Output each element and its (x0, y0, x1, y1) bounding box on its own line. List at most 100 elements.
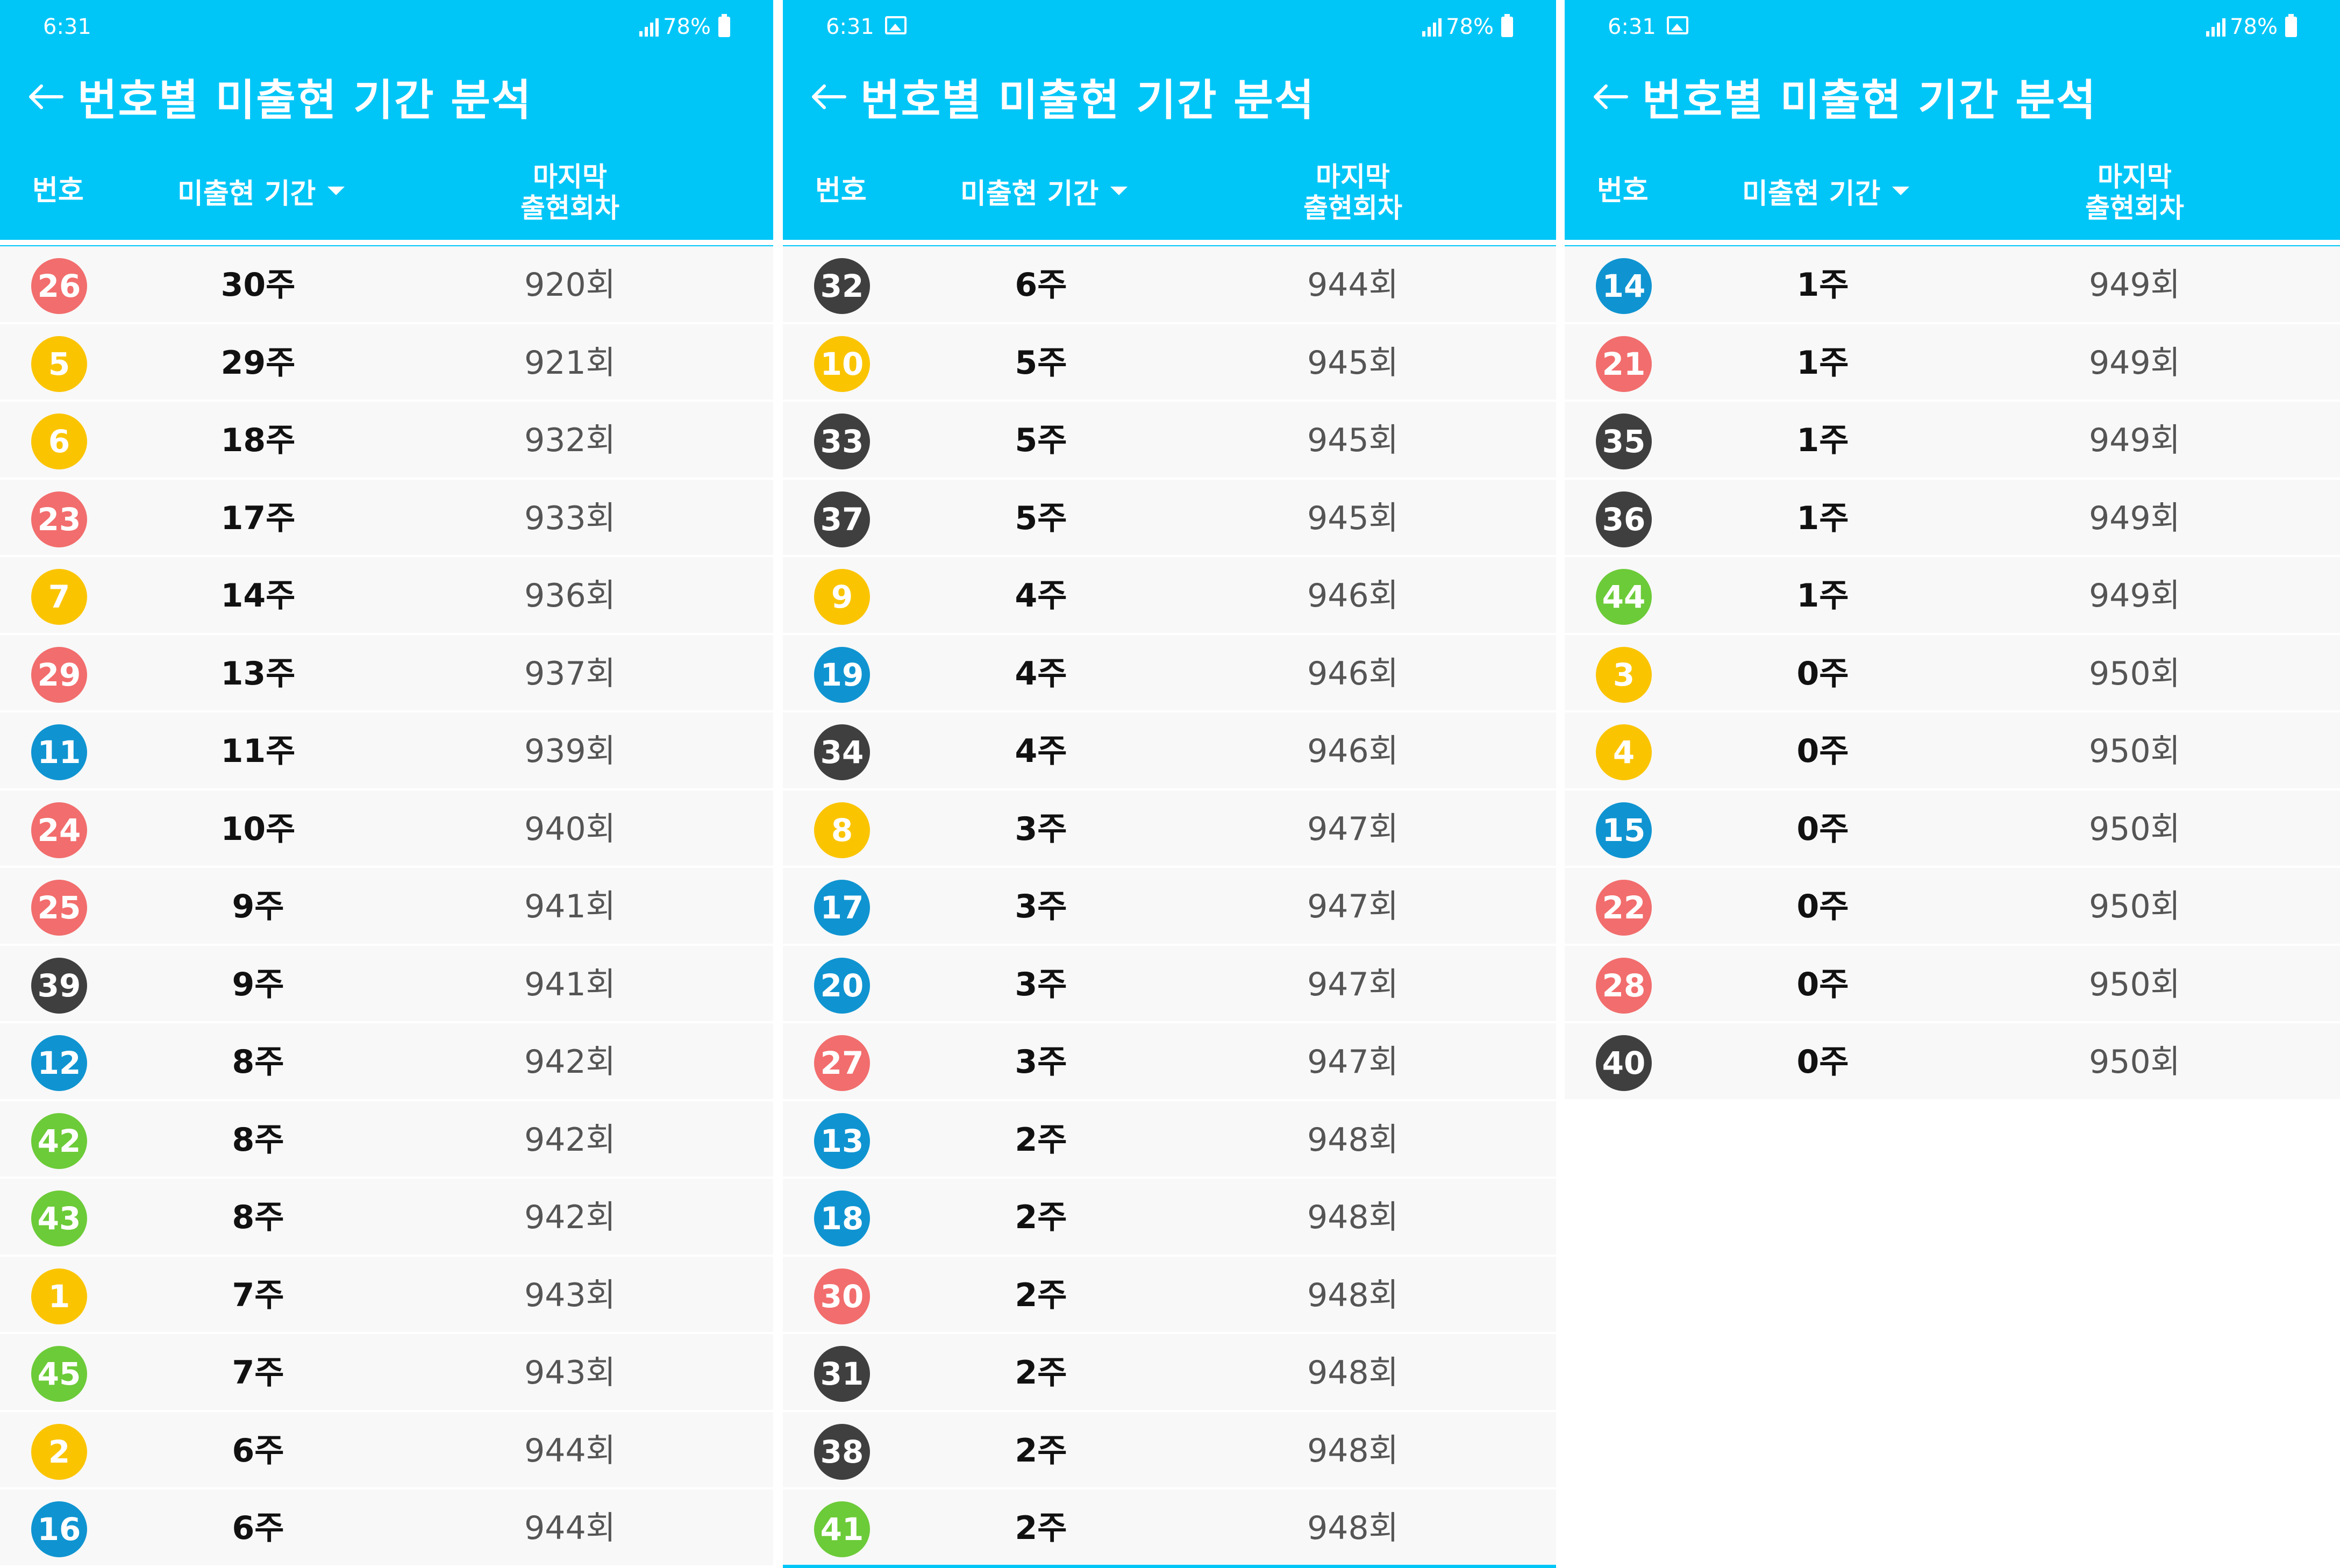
list-item[interactable]: 4 0주 950회 (1565, 712, 2340, 790)
title-bar: 번호별 미출현 기간 분석 (0, 59, 773, 134)
header-divider (1565, 240, 2340, 245)
lotto-ball: 11 (31, 724, 87, 780)
last-round: 948회 (1307, 1509, 1399, 1547)
absence-weeks: 2주 (1015, 1354, 1067, 1392)
last-round: 950회 (2089, 810, 2180, 848)
column-header-last-round[interactable]: 마지막 출현회차 (1278, 161, 1428, 224)
list-item[interactable]: 19 4주 946회 (783, 635, 1556, 712)
list-item[interactable]: 9 4주 946회 (783, 557, 1556, 635)
column-header-period[interactable]: 미출현 기간 (960, 145, 1128, 237)
absence-weeks: 7주 (232, 1354, 284, 1392)
lotto-ball: 2 (31, 1423, 87, 1480)
list-item[interactable]: 42 8주 942회 (0, 1101, 773, 1179)
list-item[interactable]: 40 0주 950회 (1565, 1023, 2340, 1101)
lotto-ball: 33 (814, 414, 870, 469)
back-arrow-icon[interactable] (13, 59, 77, 134)
battery-icon (2285, 14, 2297, 37)
list-item[interactable]: 33 5주 945회 (783, 402, 1556, 480)
last-round: 946회 (1307, 577, 1399, 615)
column-header-period[interactable]: 미출현 기간 (177, 145, 345, 237)
last-round: 948회 (1307, 1354, 1399, 1392)
absence-weeks: 14주 (220, 577, 296, 615)
list-item[interactable]: 7 14주 936회 (0, 557, 773, 635)
list-item[interactable]: 5 29주 921회 (0, 324, 773, 402)
list-item[interactable]: 35 1주 949회 (1565, 402, 2340, 480)
last-round: 945회 (1307, 499, 1399, 537)
list-item[interactable]: 18 2주 948회 (783, 1179, 1556, 1257)
column-header-last-round[interactable]: 마지막 출현회차 (2059, 161, 2210, 224)
title-bar: 번호별 미출현 기간 분석 (1565, 59, 2340, 134)
list-item[interactable]: 15 0주 950회 (1565, 790, 2340, 868)
list-item[interactable]: 13 2주 948회 (783, 1101, 1556, 1179)
list-item[interactable]: 11 11주 939회 (0, 712, 773, 790)
list-item[interactable]: 30 2주 948회 (783, 1256, 1556, 1334)
list-item[interactable]: 39 9주 941회 (0, 945, 773, 1023)
list-item[interactable]: 25 9주 941회 (0, 868, 773, 946)
list-item[interactable]: 20 3주 947회 (783, 945, 1556, 1023)
column-header-number[interactable]: 번호 (1597, 175, 1649, 207)
list-item[interactable]: 43 8주 942회 (0, 1179, 773, 1257)
status-right-group: 78% (1422, 0, 1513, 54)
list-item[interactable]: 22 0주 950회 (1565, 868, 2340, 946)
list-item[interactable]: 26 30주 920회 (0, 246, 773, 324)
lotto-ball: 19 (814, 646, 870, 703)
absence-weeks: 3주 (1015, 965, 1067, 1003)
lotto-ball: 17 (814, 880, 870, 936)
lotto-ball: 10 (814, 336, 870, 392)
list-item[interactable]: 32 6주 944회 (783, 246, 1556, 324)
list-item[interactable]: 23 17주 933회 (0, 479, 773, 557)
list-item[interactable]: 14 1주 949회 (1565, 246, 2340, 324)
lotto-ball: 20 (814, 957, 870, 1014)
list-item[interactable]: 31 2주 948회 (783, 1334, 1556, 1412)
screen-panel-1: 6:31 78% 번호별 미출현 기간 분석 번호 미출현 기간 (0, 0, 773, 1568)
absence-weeks: 1주 (1796, 422, 1849, 459)
lotto-ball: 14 (1596, 258, 1652, 314)
status-time: 6:31 (1608, 15, 1656, 39)
back-arrow-icon[interactable] (796, 59, 860, 134)
last-round: 950회 (2089, 732, 2180, 770)
list-item[interactable]: 10 5주 945회 (783, 324, 1556, 402)
list-item[interactable]: 2 6주 944회 (0, 1412, 773, 1489)
column-header-number[interactable]: 번호 (815, 175, 867, 207)
app-bar: 6:31 78% 번호별 미출현 기간 분석 번호 미출현 기간 (1565, 0, 2340, 246)
back-arrow-icon[interactable] (1578, 59, 1642, 134)
last-round: 950회 (2089, 888, 2180, 925)
list-item[interactable]: 29 13주 937회 (0, 635, 773, 712)
absence-weeks: 29주 (220, 344, 296, 382)
last-round: 936회 (524, 577, 616, 615)
list-item[interactable]: 27 3주 947회 (783, 1023, 1556, 1101)
absence-weeks: 1주 (1796, 577, 1849, 615)
column-header-period[interactable]: 미출현 기간 (1742, 145, 1910, 237)
list-item[interactable]: 38 2주 948회 (783, 1412, 1556, 1489)
list-item[interactable]: 41 2주 948회 (783, 1489, 1556, 1567)
lotto-ball: 38 (814, 1423, 870, 1480)
absence-weeks: 0주 (1796, 965, 1849, 1003)
list-item[interactable]: 8 3주 947회 (783, 790, 1556, 868)
absence-weeks: 6주 (232, 1431, 284, 1470)
list-item[interactable]: 6 18주 932회 (0, 402, 773, 480)
list-item[interactable]: 36 1주 949회 (1565, 479, 2340, 557)
status-time: 6:31 (826, 15, 874, 39)
list-item[interactable]: 37 5주 945회 (783, 479, 1556, 557)
list-item[interactable]: 3 0주 950회 (1565, 635, 2340, 712)
list-item[interactable]: 21 1주 949회 (1565, 324, 2340, 402)
last-round: 940회 (524, 810, 616, 848)
list-item[interactable]: 24 10주 940회 (0, 790, 773, 868)
last-round: 943회 (524, 1276, 616, 1314)
absence-weeks: 0주 (1796, 1043, 1849, 1081)
lotto-ball: 8 (814, 802, 870, 858)
list-item[interactable]: 17 3주 947회 (783, 868, 1556, 946)
lotto-ball: 22 (1596, 880, 1652, 936)
list-item[interactable]: 28 0주 950회 (1565, 945, 2340, 1023)
column-header-last-round[interactable]: 마지막 출현회차 (495, 161, 645, 224)
lotto-ball: 15 (1596, 802, 1652, 858)
list-item[interactable]: 34 4주 946회 (783, 712, 1556, 790)
list-item[interactable]: 1 7주 943회 (0, 1256, 773, 1334)
list-item[interactable]: 45 7주 943회 (0, 1334, 773, 1412)
list-item[interactable]: 44 1주 949회 (1565, 557, 2340, 635)
list-item[interactable]: 12 8주 942회 (0, 1023, 773, 1101)
list-item[interactable]: 16 6주 944회 (0, 1489, 773, 1567)
lotto-ball: 37 (814, 491, 870, 547)
column-header-number[interactable]: 번호 (32, 175, 84, 207)
column-header-period-label: 미출현 기간 (960, 177, 1099, 210)
